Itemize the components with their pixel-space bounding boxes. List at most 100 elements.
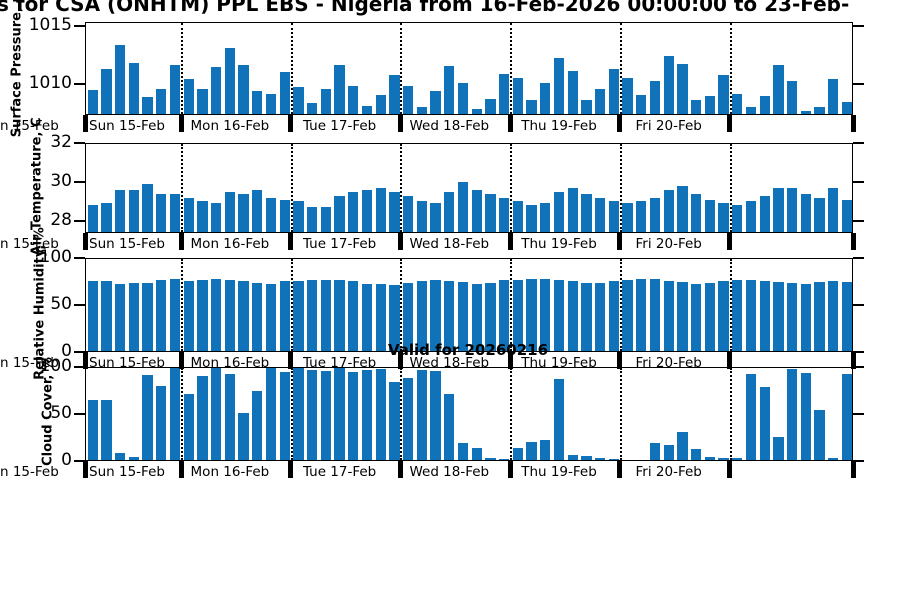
- bar-cloud-cover: [526, 441, 537, 460]
- bar-surface-pressure: [115, 44, 126, 114]
- bar-air-temperature: [745, 201, 757, 232]
- bar-cloud-cover: [745, 373, 757, 460]
- bar-cloud-cover: [307, 369, 318, 460]
- bar-relative-humidity: [416, 281, 428, 351]
- day-boundary-gridline: [619, 259, 622, 351]
- bar-cloud-cover: [567, 455, 578, 460]
- bar-cloud-cover: [416, 369, 428, 460]
- bar-surface-pressure: [444, 66, 455, 114]
- bar-relative-humidity: [649, 279, 661, 351]
- day-tick-mark: [178, 115, 184, 132]
- bar-air-temperature: [608, 201, 620, 232]
- bar-relative-humidity: [732, 280, 743, 351]
- y-tick-label: 100: [39, 247, 72, 267]
- bar-relative-humidity: [211, 279, 222, 351]
- bar-relative-humidity: [375, 283, 386, 351]
- y-tick-mark: [74, 181, 85, 184]
- day-tick-mark: [617, 461, 623, 478]
- day-tick-mark: [397, 352, 403, 369]
- bar-air-temperature: [567, 188, 578, 232]
- bar-relative-humidity: [595, 282, 606, 351]
- day-tick-mark: [617, 115, 623, 132]
- day-label: Sun 15-Feb: [89, 118, 165, 134]
- y-tick-label: 28: [50, 210, 72, 231]
- bar-air-temperature: [416, 201, 428, 232]
- day-label: Wed 18-Feb: [409, 464, 490, 480]
- bar-air-temperature: [581, 193, 592, 232]
- bar-air-temperature: [773, 188, 784, 232]
- bar-surface-pressure: [649, 81, 661, 114]
- bar-cloud-cover: [787, 368, 798, 460]
- bar-surface-pressure: [595, 89, 606, 114]
- day-boundary-gridline: [510, 368, 513, 460]
- day-tick-mark: [82, 233, 88, 250]
- bar-cloud-cover: [457, 443, 469, 460]
- y-tick-mark: [74, 142, 85, 144]
- day-label: Tue 17-Feb: [302, 236, 377, 252]
- bar-relative-humidity: [252, 282, 263, 351]
- day-label: Tue 17-Feb: [302, 118, 377, 134]
- day-tick-mark: [178, 352, 184, 369]
- bar-surface-pressure: [581, 100, 592, 114]
- bar-relative-humidity: [663, 281, 674, 351]
- y-axis-label-cloud-cover: Cloud Cover, %: [40, 357, 56, 466]
- bar-air-temperature: [252, 189, 263, 232]
- bar-air-temperature: [197, 201, 208, 232]
- bar-relative-humidity: [745, 280, 757, 351]
- bar-surface-pressure: [156, 89, 167, 114]
- bar-relative-humidity: [471, 283, 482, 351]
- y-tick-label: 32: [50, 132, 72, 152]
- bar-cloud-cover: [677, 431, 688, 460]
- day-boundary-gridline: [729, 368, 732, 460]
- bar-air-temperature: [115, 189, 126, 232]
- day-label: Fri 20-Feb: [635, 236, 702, 252]
- bar-surface-pressure: [389, 75, 400, 114]
- bar-relative-humidity: [485, 282, 496, 351]
- bar-air-temperature: [211, 203, 222, 232]
- bar-cloud-cover: [444, 393, 455, 460]
- bar-relative-humidity: [265, 283, 277, 351]
- bar-relative-humidity: [759, 281, 770, 351]
- day-tick-mark: [507, 233, 513, 250]
- day-tick-mark: [288, 115, 294, 132]
- bar-surface-pressure: [169, 65, 181, 114]
- bar-cloud-cover: [128, 457, 140, 460]
- bar-relative-humidity: [389, 284, 400, 351]
- day-tick-mark: [850, 461, 856, 478]
- bar-surface-pressure: [87, 90, 98, 114]
- bar-surface-pressure: [403, 85, 414, 114]
- y-tick-mark: [853, 181, 864, 184]
- bar-relative-humidity: [348, 281, 359, 351]
- y-tick-mark: [74, 351, 85, 353]
- bar-relative-humidity: [115, 283, 126, 351]
- bar-air-temperature: [814, 197, 825, 232]
- bar-relative-humidity: [677, 282, 688, 351]
- bar-relative-humidity: [224, 280, 236, 351]
- bar-relative-humidity: [828, 281, 839, 351]
- figure-title: s for CSA (ONHTM) PPL EBS - Nigeria from…: [0, 0, 850, 16]
- bar-air-temperature: [279, 199, 290, 232]
- bar-air-temperature: [732, 205, 743, 232]
- plot-area-cloud-cover: [85, 367, 853, 461]
- day-label: Wed 18-Feb: [409, 236, 490, 252]
- bar-cloud-cover: [334, 368, 345, 460]
- day-tick-mark: [727, 352, 733, 369]
- bar-surface-pressure: [265, 93, 277, 114]
- bar-surface-pressure: [499, 74, 510, 114]
- day-label: Fri 20-Feb: [635, 464, 702, 480]
- day-tick-mark: [178, 461, 184, 478]
- bar-surface-pressure: [759, 95, 770, 114]
- bar-surface-pressure: [293, 86, 304, 114]
- day-label: Wed 18-Feb: [409, 355, 490, 371]
- bar-relative-humidity: [814, 282, 825, 351]
- bar-cloud-cover: [265, 368, 277, 460]
- day-tick-mark: [397, 115, 403, 132]
- bar-surface-pressure: [471, 109, 482, 114]
- day-tick-mark: [727, 115, 733, 132]
- bar-relative-humidity: [87, 281, 98, 351]
- bar-surface-pressure: [307, 102, 318, 114]
- y-tick-mark: [74, 304, 85, 306]
- bar-air-temperature: [787, 188, 798, 232]
- bar-surface-pressure: [348, 85, 359, 114]
- bar-air-temperature: [499, 197, 510, 232]
